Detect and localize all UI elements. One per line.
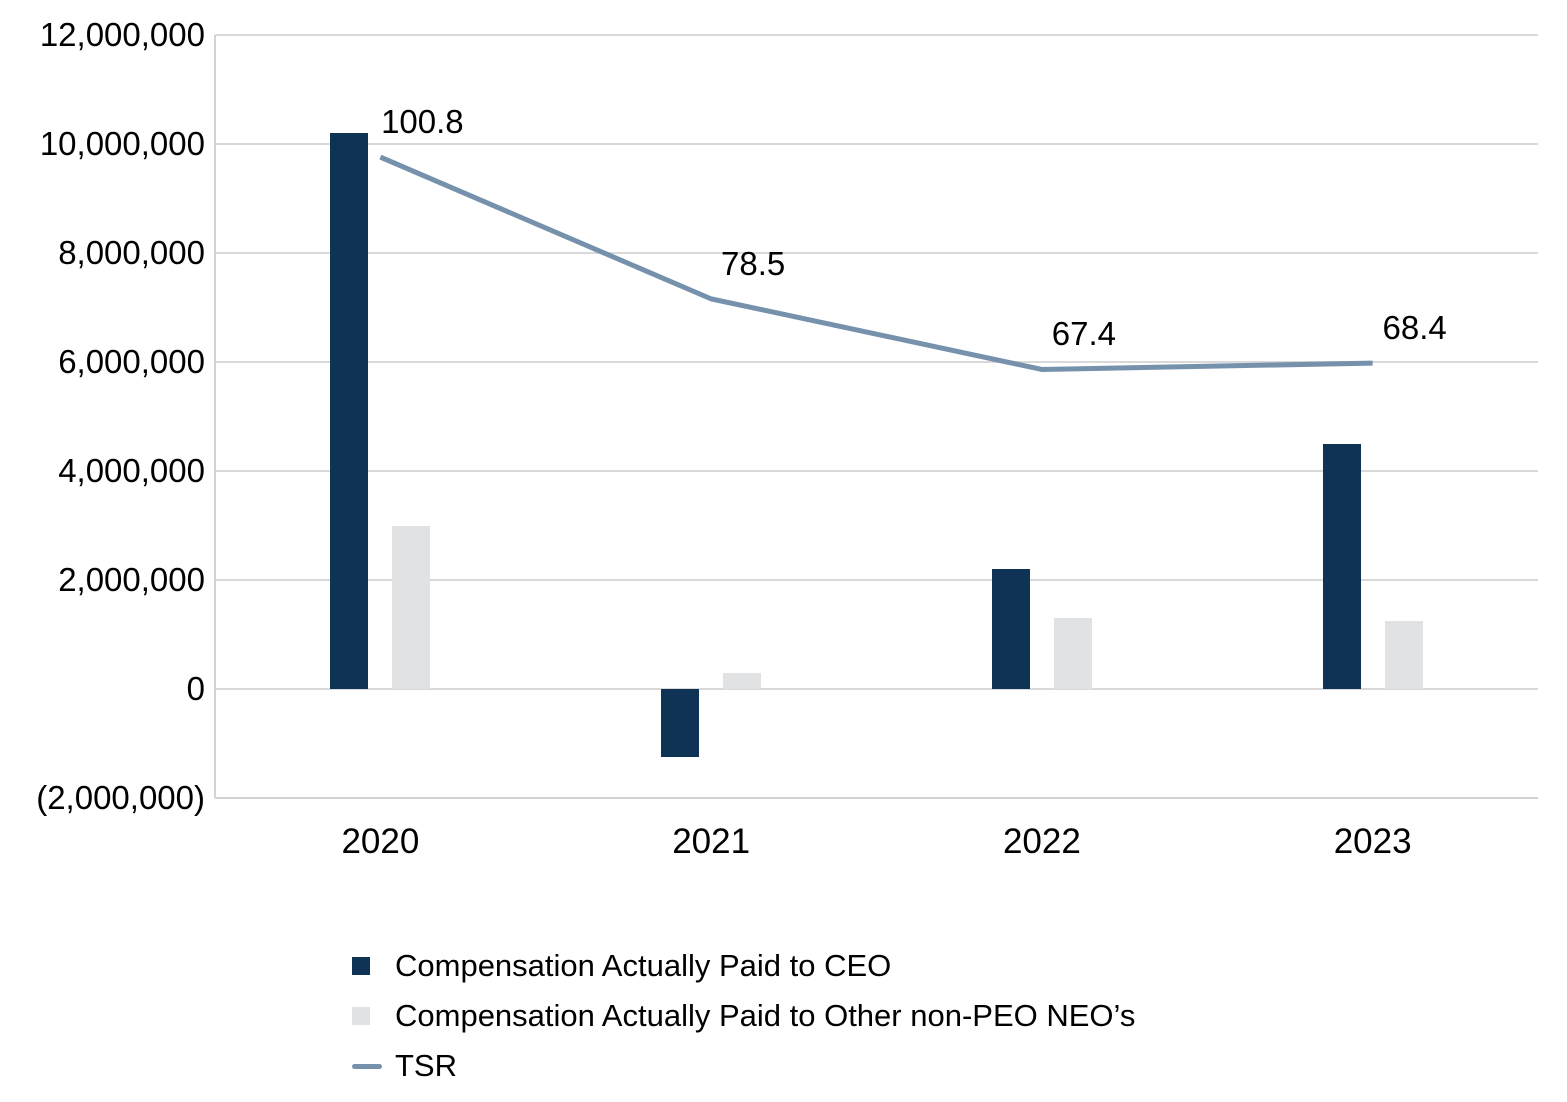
bar-neo: [1384, 620, 1423, 689]
y-axis-tick-label: (2,000,000): [36, 779, 205, 816]
ceo-series-swatch-icon: [352, 957, 370, 975]
x-axis-tick-label: 2023: [1333, 822, 1412, 861]
y-axis-tick-label: 4,000,000: [58, 452, 205, 489]
legend-item-tsr: TSR: [352, 1041, 1135, 1091]
tsr-series-line-icon: [352, 1063, 382, 1069]
neo-series-swatch-icon: [352, 1007, 370, 1025]
x-axis-tick-label: 2020: [341, 822, 420, 861]
x-axis-tick-label: 2021: [672, 822, 751, 861]
legend: Compensation Actually Paid to CEO Compen…: [352, 941, 1135, 1091]
x-axis-tick-label: 2022: [1002, 822, 1081, 861]
bar-neo: [723, 672, 762, 689]
y-axis-tick-label: 10,000,000: [39, 125, 205, 162]
tsr-data-label: 78.5: [721, 244, 786, 282]
legend-item-neo: Compensation Actually Paid to Other non-…: [352, 991, 1135, 1041]
y-axis-tick-label: 8,000,000: [58, 234, 205, 271]
tsr-data-label: 68.4: [1382, 309, 1447, 347]
y-axis-tick-label: 6,000,000: [58, 343, 205, 380]
bar-ceo: [330, 133, 369, 689]
y-axis-tick-label: 2,000,000: [58, 561, 205, 598]
tsr-data-label: 100.8: [381, 103, 464, 141]
bar-neo: [1053, 618, 1092, 689]
bar-ceo: [991, 569, 1030, 689]
bar-ceo: [1322, 443, 1361, 689]
legend-label-neo: Compensation Actually Paid to Other non-…: [395, 998, 1136, 1033]
bar-neo: [392, 525, 431, 689]
tsr-data-label: 67.4: [1051, 315, 1116, 353]
legend-item-ceo: Compensation Actually Paid to CEO: [352, 941, 1135, 991]
y-axis-tick-label: 0: [186, 670, 205, 707]
bar-ceo: [661, 689, 700, 758]
legend-label-tsr: TSR: [395, 1048, 457, 1083]
legend-label-ceo: Compensation Actually Paid to CEO: [395, 948, 892, 983]
y-axis-tick-label: 12,000,000: [39, 16, 205, 53]
